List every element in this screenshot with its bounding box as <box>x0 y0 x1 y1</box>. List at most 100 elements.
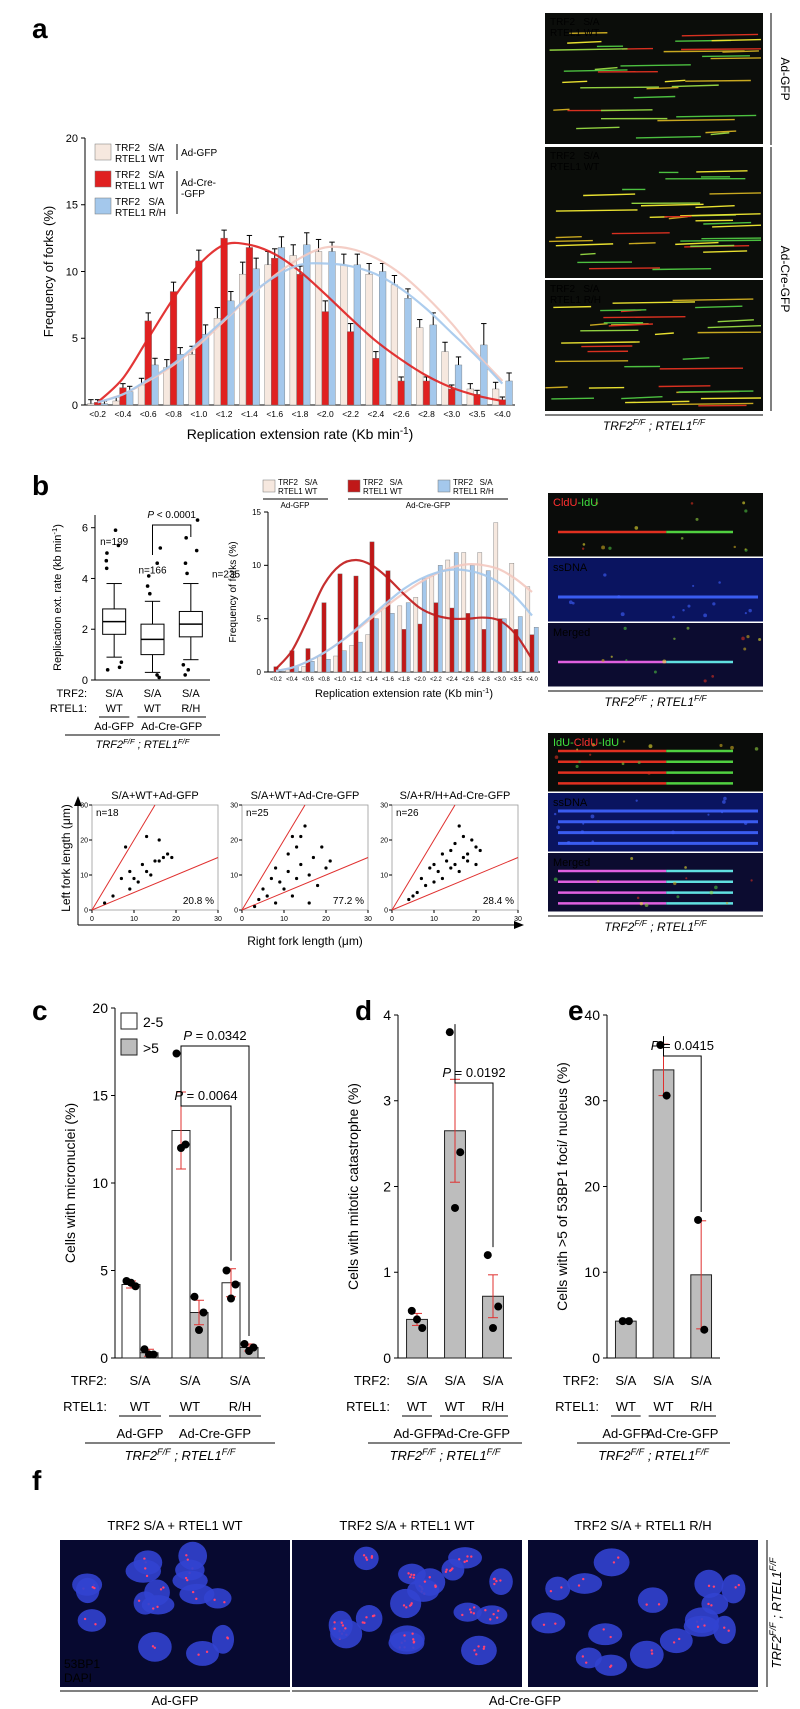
genotype-label: TRF2F/F ; RTEL1F/F <box>604 693 707 709</box>
point <box>470 838 474 842</box>
focus <box>83 1617 87 1621</box>
genotype-label-part: TRF2 <box>96 739 124 751</box>
focus <box>371 1614 375 1618</box>
point <box>170 855 174 860</box>
focus <box>712 1585 716 1588</box>
bar <box>441 351 449 406</box>
bar <box>328 251 336 406</box>
group-label: Ad-GFP <box>602 1426 649 1441</box>
speck <box>610 655 613 658</box>
y-axis-label-part: ) <box>52 524 64 528</box>
fiber <box>680 239 762 242</box>
genotype-label-part: RTEL1 <box>655 1448 695 1463</box>
p-rest: = 0.0342 <box>192 1028 247 1043</box>
point <box>700 1325 709 1334</box>
legend-group: Ad-GFP <box>181 148 217 159</box>
speck <box>568 600 573 605</box>
point <box>457 869 461 874</box>
legend-swatch <box>120 1038 138 1056</box>
flier <box>157 675 161 680</box>
speck <box>575 764 579 769</box>
speck <box>687 604 691 608</box>
genotype-label-part: TRF2 <box>390 1448 423 1463</box>
bar <box>273 666 279 673</box>
fiber <box>621 395 663 400</box>
micrograph <box>548 493 763 557</box>
arrow-head <box>514 921 524 929</box>
speck <box>680 536 684 540</box>
speck <box>571 601 575 605</box>
y-tick-label: 10 <box>230 873 238 880</box>
panel-letter: f <box>32 1465 42 1496</box>
fiber <box>717 319 754 323</box>
legend-label: RTEL1 R/H <box>453 487 494 496</box>
point <box>303 824 307 828</box>
fiber <box>580 329 639 332</box>
speck <box>639 901 644 906</box>
point <box>445 1028 454 1037</box>
bar <box>357 641 363 673</box>
bar <box>445 559 451 673</box>
fiber <box>608 323 653 327</box>
focus <box>143 1557 146 1560</box>
legend-swatch <box>347 479 361 493</box>
nucleus <box>629 1640 664 1669</box>
fiber <box>702 55 750 58</box>
genotype-label-part: RTEL1 <box>657 695 694 709</box>
flier <box>183 673 187 677</box>
point <box>656 1041 665 1050</box>
focus <box>162 1586 165 1589</box>
bar <box>433 602 439 673</box>
genotype-label-part: F/F <box>222 1447 236 1457</box>
focus <box>191 1590 195 1594</box>
point <box>282 887 286 891</box>
fit-curve <box>275 568 533 673</box>
focus <box>412 1576 415 1579</box>
bracket <box>663 1036 702 1212</box>
focus <box>361 1621 364 1624</box>
flier <box>181 662 186 667</box>
focus <box>482 1645 486 1649</box>
focus <box>213 1598 216 1602</box>
speck <box>673 881 677 886</box>
focus <box>470 1555 473 1558</box>
speck <box>566 840 571 845</box>
point <box>274 866 278 870</box>
legend-group: Ad-Cre- <box>181 178 216 189</box>
genotype-label-part: RTEL1 <box>144 739 178 751</box>
condition-label: WT <box>616 1399 636 1414</box>
speck <box>591 840 595 844</box>
speck <box>746 635 750 639</box>
focus <box>151 1645 155 1648</box>
nucleus <box>701 1592 729 1615</box>
fiber <box>652 267 712 271</box>
image-label: RTEL1 WT <box>550 28 599 39</box>
speck <box>625 659 628 662</box>
point <box>253 904 257 909</box>
x-tick-label: <0.4 <box>115 409 132 419</box>
fiber <box>628 242 656 245</box>
fit-curve <box>275 558 533 670</box>
legend-group: Ad-GFP <box>281 501 310 510</box>
focus <box>468 1608 472 1611</box>
bar <box>264 264 272 406</box>
genotype-label-part: F/F <box>768 1622 778 1636</box>
y-tick-label: 0 <box>384 908 388 915</box>
x-tick-label: 10 <box>430 916 438 923</box>
bar <box>390 284 399 406</box>
focus <box>549 1589 553 1593</box>
focus <box>408 1604 412 1607</box>
y-tick-label: 10 <box>380 873 388 880</box>
legend-group: Ad-Cre-GFP <box>406 501 450 510</box>
panel-letter: c <box>32 995 48 1026</box>
bar <box>321 602 327 673</box>
genotype-label-part: F/F <box>694 693 707 703</box>
focus <box>428 1576 431 1579</box>
speck <box>648 744 653 749</box>
genotype-label-part: F/F <box>695 1447 709 1457</box>
image-label: Merged <box>553 857 590 869</box>
image-label: ssDNA <box>553 797 588 809</box>
y-tick-label: 2 <box>82 624 88 636</box>
bar <box>126 391 134 406</box>
point <box>449 848 453 853</box>
